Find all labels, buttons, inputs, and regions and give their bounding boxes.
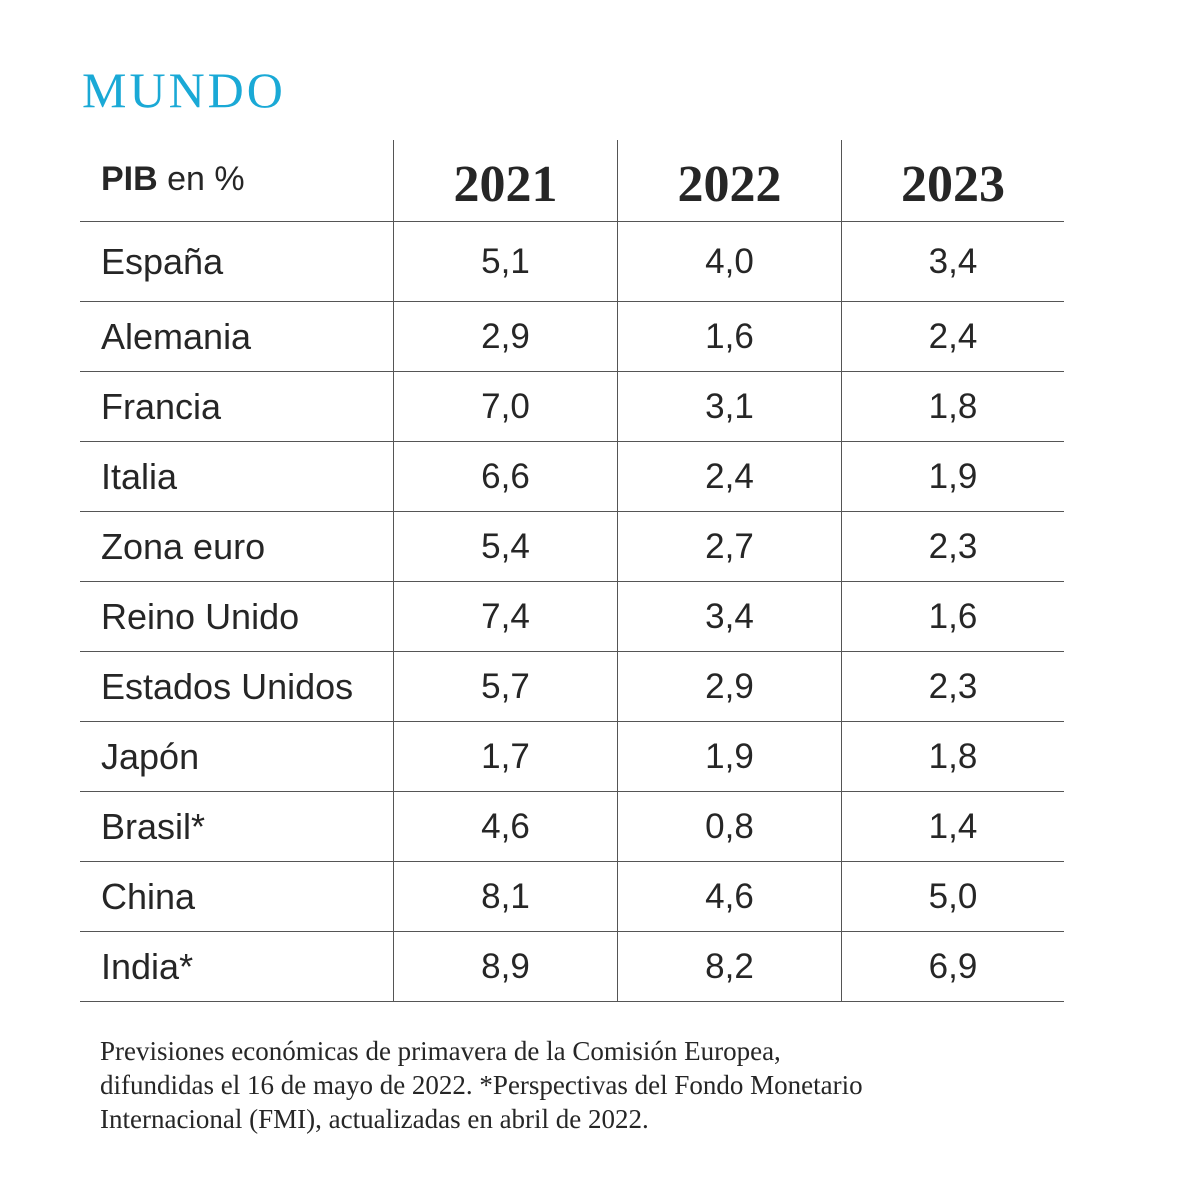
- cell-value-2022: 2,9: [617, 652, 841, 721]
- page-title: MUNDO: [82, 62, 286, 118]
- cell-value-2021: 5,7: [393, 652, 617, 721]
- table-row: India* 8,9 8,2 6,9: [80, 932, 1064, 1002]
- cell-value-2021: 5,4: [393, 512, 617, 581]
- cell-value-2021: 5,1: [393, 222, 617, 301]
- row-label: España: [101, 240, 224, 282]
- table-row: Brasil* 4,6 0,8 1,4: [80, 792, 1064, 862]
- table-row: Italia 6,6 2,4 1,9: [80, 442, 1064, 512]
- cell-value-2022: 4,6: [617, 862, 841, 931]
- row-label: Brasil*: [101, 805, 206, 847]
- row-label: India*: [101, 945, 194, 987]
- cell-value-2022: 1,9: [617, 722, 841, 791]
- table-row: Japón 1,7 1,9 1,8: [80, 722, 1064, 792]
- row-label: Estados Unidos: [101, 665, 354, 707]
- cell-value-2021: 7,0: [393, 372, 617, 441]
- header-label: PIB en %: [80, 140, 393, 221]
- cell-value-2021: 8,9: [393, 932, 617, 1001]
- table-row: Alemania 2,9 1,6 2,4: [80, 302, 1064, 372]
- cell-value-2022: 2,7: [617, 512, 841, 581]
- footnote-line-1: Previsiones económicas de primavera de l…: [100, 1036, 781, 1066]
- column-header-2022: 2022: [617, 140, 841, 221]
- table-row: China 8,1 4,6 5,0: [80, 862, 1064, 932]
- row-label: Japón: [101, 735, 200, 777]
- cell-value-2023: 2,3: [841, 512, 1064, 581]
- cell-value-2022: 2,4: [617, 442, 841, 511]
- footnote: Previsiones económicas de primavera de l…: [100, 1034, 1100, 1136]
- row-label: China: [101, 875, 196, 917]
- cell-value-2023: 1,6: [841, 582, 1064, 651]
- table-row: España 5,1 4,0 3,4: [80, 222, 1064, 302]
- cell-value-2023: 1,8: [841, 722, 1064, 791]
- header-label-rest: en %: [157, 160, 245, 198]
- cell-value-2021: 8,1: [393, 862, 617, 931]
- cell-value-2023: 2,3: [841, 652, 1064, 721]
- footnote-line-3: Internacional (FMI), actualizadas en abr…: [100, 1104, 649, 1134]
- table-row: Reino Unido 7,4 3,4 1,6: [80, 582, 1064, 652]
- table-body: España 5,1 4,0 3,4 Alemania 2,9 1,6 2,4 Francia 7…: [80, 222, 1064, 1002]
- cell-value-2023: 3,4: [841, 222, 1064, 301]
- cell-value-2021: 4,6: [393, 792, 617, 861]
- cell-value-2023: 1,4: [841, 792, 1064, 861]
- cell-value-2021: 7,4: [393, 582, 617, 651]
- cell-value-2022: 4,0: [617, 222, 841, 301]
- cell-value-2021: 6,6: [393, 442, 617, 511]
- row-label: Zona euro: [101, 525, 266, 567]
- cell-value-2022: 3,4: [617, 582, 841, 651]
- header-label-bold: PIB: [101, 160, 158, 198]
- row-label: Alemania: [101, 315, 252, 357]
- cell-value-2023: 1,9: [841, 442, 1064, 511]
- cell-value-2022: 3,1: [617, 372, 841, 441]
- footnote-line-2: difundidas el 16 de mayo de 2022. *Persp…: [100, 1070, 863, 1100]
- cell-value-2022: 0,8: [617, 792, 841, 861]
- cell-value-2022: 1,6: [617, 302, 841, 371]
- row-label: Francia: [101, 385, 222, 427]
- table-header-row: PIB en % 2021 2022 2023: [80, 140, 1064, 222]
- column-header-2023: 2023: [841, 140, 1064, 221]
- row-label: Italia: [101, 455, 178, 497]
- cell-value-2022: 8,2: [617, 932, 841, 1001]
- table-row: Zona euro 5,4 2,7 2,3: [80, 512, 1064, 582]
- gdp-table: PIB en % 2021 2022 2023 España 5,1 4,0 3,4 A…: [80, 140, 1064, 1002]
- cell-value-2021: 1,7: [393, 722, 617, 791]
- table-row: Estados Unidos 5,7 2,9 2,3: [80, 652, 1064, 722]
- table-row: Francia 7,0 3,1 1,8: [80, 372, 1064, 442]
- cell-value-2023: 2,4: [841, 302, 1064, 371]
- cell-value-2023: 1,8: [841, 372, 1064, 441]
- column-header-2021: 2021: [393, 140, 617, 221]
- cell-value-2021: 2,9: [393, 302, 617, 371]
- cell-value-2023: 6,9: [841, 932, 1064, 1001]
- cell-value-2023: 5,0: [841, 862, 1064, 931]
- row-label: Reino Unido: [101, 595, 300, 637]
